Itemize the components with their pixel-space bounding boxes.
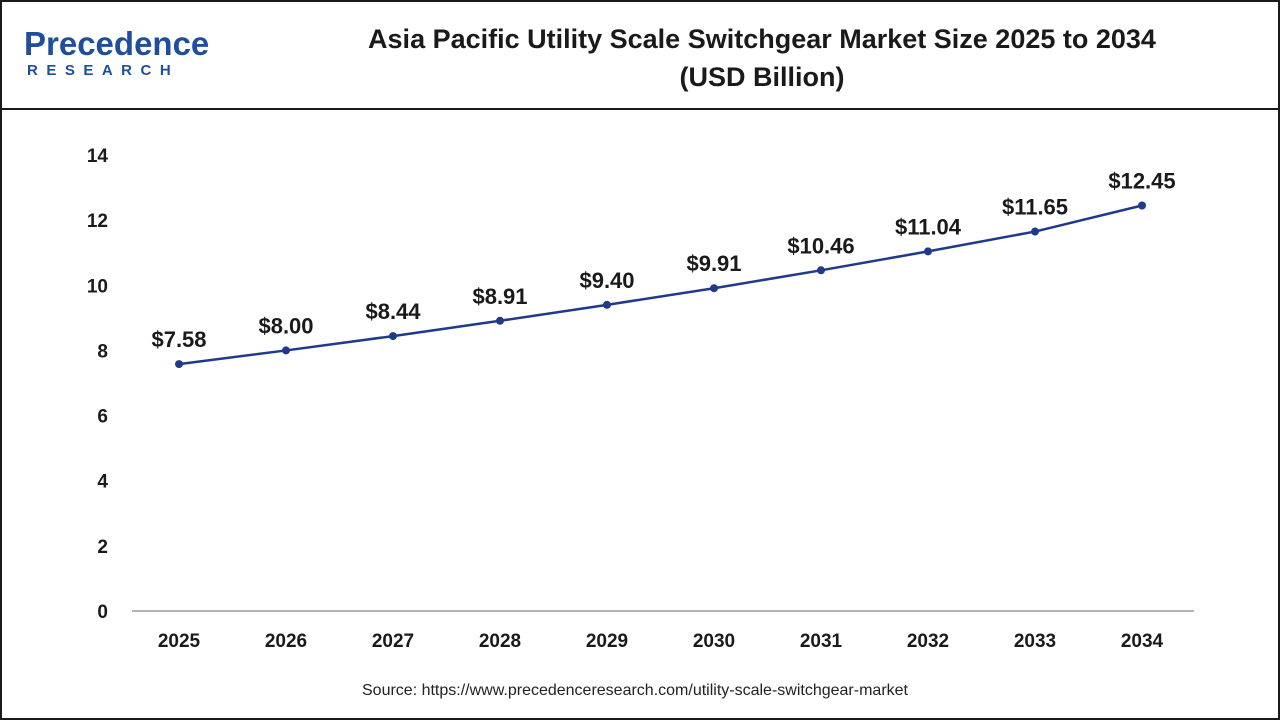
x-tick-label: 2031 bbox=[800, 631, 843, 652]
header: Precedence RESEARCH Asia Pacific Utility… bbox=[2, 2, 1278, 110]
data-point bbox=[282, 346, 290, 355]
chart-title: Asia Pacific Utility Scale Switchgear Ma… bbox=[262, 20, 1262, 96]
x-tick-label: 2030 bbox=[693, 631, 735, 652]
data-label: $12.45 bbox=[1108, 168, 1175, 193]
line-chart: 0 2 4 6 8 10 12 14 2025 2026 2027 2028 2029 2030 2031 2… bbox=[87, 146, 1194, 652]
logo-subtitle: RESEARCH bbox=[27, 62, 180, 79]
brand-logo: Precedence RESEARCH bbox=[24, 26, 224, 86]
y-tick-label: 2 bbox=[97, 537, 108, 558]
y-tick-label: 6 bbox=[97, 407, 108, 428]
y-tick-label: 14 bbox=[87, 146, 109, 167]
data-label: $10.46 bbox=[787, 233, 854, 258]
data-point bbox=[1138, 201, 1146, 210]
data-label: $9.91 bbox=[686, 251, 741, 276]
data-point bbox=[496, 316, 504, 325]
data-point bbox=[817, 266, 825, 275]
chart-title-line1: Asia Pacific Utility Scale Switchgear Ma… bbox=[368, 24, 1156, 54]
x-tick-label: 2025 bbox=[158, 631, 201, 652]
y-tick-label: 4 bbox=[97, 472, 108, 493]
x-tick-label: 2034 bbox=[1121, 631, 1164, 652]
data-point bbox=[389, 332, 397, 341]
logo-wordmark: Precedence bbox=[24, 25, 210, 62]
y-tick-label: 0 bbox=[97, 602, 108, 623]
y-tick-label: 12 bbox=[87, 211, 108, 232]
data-label: $8.91 bbox=[472, 284, 527, 309]
x-tick-label: 2033 bbox=[1014, 631, 1056, 652]
source-note: Source: https://www.precedenceresearch.c… bbox=[362, 682, 908, 699]
x-tick-label: 2032 bbox=[907, 631, 949, 652]
data-point bbox=[710, 284, 718, 293]
x-tick-label: 2028 bbox=[479, 631, 521, 652]
data-label: $8.44 bbox=[365, 299, 421, 324]
data-label: $7.58 bbox=[151, 327, 206, 352]
data-label: $8.00 bbox=[258, 313, 313, 338]
y-tick-label: 8 bbox=[97, 341, 108, 362]
data-point bbox=[924, 247, 932, 256]
data-label: $9.40 bbox=[579, 268, 634, 293]
data-point bbox=[175, 360, 183, 369]
x-tick-label: 2027 bbox=[372, 631, 414, 652]
chart-title-line2: (USD Billion) bbox=[679, 62, 845, 92]
series-line bbox=[178, 204, 1143, 366]
x-tick-label: 2026 bbox=[265, 631, 307, 652]
y-tick-label: 10 bbox=[87, 276, 108, 297]
x-tick-label: 2029 bbox=[586, 631, 628, 652]
data-point bbox=[1031, 227, 1039, 236]
data-label: $11.65 bbox=[1002, 195, 1068, 220]
data-point bbox=[603, 300, 611, 309]
data-label: $11.04 bbox=[895, 214, 962, 239]
